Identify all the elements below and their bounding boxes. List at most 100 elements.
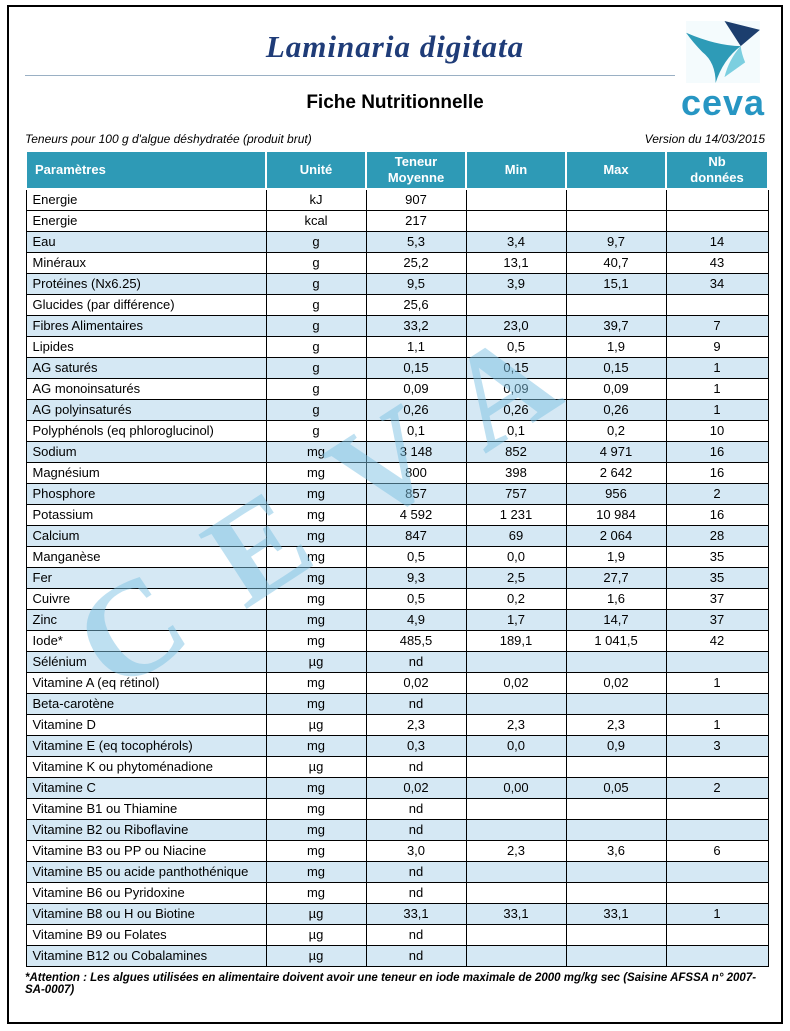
min-cell: 69 <box>465 524 567 547</box>
min-cell: 852 <box>465 440 567 463</box>
mean-cell: nd <box>365 860 467 883</box>
mean-cell: nd <box>365 650 467 673</box>
param-cell: Vitamine B5 ou acide panthothénique <box>25 860 267 883</box>
n-cell: 1 <box>665 377 769 400</box>
mean-cell: 3,0 <box>365 839 467 862</box>
param-cell: AG polyinsaturés <box>25 398 267 421</box>
n-cell <box>665 755 769 778</box>
page-title: Laminaria digitata <box>265 29 525 64</box>
table-row: Vitamine B2 ou Riboflavine mg nd <box>25 818 769 841</box>
mean-cell: 33,1 <box>365 902 467 925</box>
param-cell: Energie <box>25 188 267 211</box>
param-cell: Vitamine B6 ou Pyridoxine <box>25 881 267 904</box>
table-row: Vitamine B3 ou PP ou Niacine mg 3,0 2,3 3,6 6 <box>25 839 769 862</box>
column-header-max: Max <box>565 150 667 190</box>
unit-cell: mg <box>265 461 367 484</box>
table-row: Potassium mg 4 592 1 231 10 984 16 <box>25 503 769 526</box>
unit-cell: mg <box>265 776 367 799</box>
table-row: Energie kJ 907 <box>25 188 769 211</box>
param-cell: Potassium <box>25 503 267 526</box>
n-cell: 1 <box>665 398 769 421</box>
table-row: Vitamine B9 ou Folates µg nd <box>25 923 769 946</box>
mean-cell: 0,3 <box>365 734 467 757</box>
n-cell <box>665 797 769 820</box>
mean-cell: 0,09 <box>365 377 467 400</box>
max-cell <box>565 293 667 316</box>
min-cell <box>465 860 567 883</box>
ceva-logo-text: ceva <box>680 82 766 123</box>
param-cell: Fer <box>25 566 267 589</box>
unit-cell: mg <box>265 692 367 715</box>
table-row: Phosphore mg 857 757 956 2 <box>25 482 769 505</box>
unit-cell: g <box>265 377 367 400</box>
unit-cell: mg <box>265 440 367 463</box>
max-cell: 4 971 <box>565 440 667 463</box>
page-border: ceva Laminaria digitata Fiche Nutritionn… <box>7 5 783 1024</box>
param-cell: Lipides <box>25 335 267 358</box>
max-cell <box>565 188 667 211</box>
min-cell: 0,00 <box>465 776 567 799</box>
min-cell <box>465 692 567 715</box>
param-cell: Minéraux <box>25 251 267 274</box>
mean-cell: 847 <box>365 524 467 547</box>
mean-cell: 9,5 <box>365 272 467 295</box>
n-cell <box>665 692 769 715</box>
min-cell: 0,09 <box>465 377 567 400</box>
max-cell: 1,6 <box>565 587 667 610</box>
min-cell: 33,1 <box>465 902 567 925</box>
mean-cell: 5,3 <box>365 230 467 253</box>
max-cell: 3,6 <box>565 839 667 862</box>
column-header-nb-donnees: Nb données <box>665 150 769 190</box>
unit-cell: g <box>265 314 367 337</box>
n-cell: 7 <box>665 314 769 337</box>
max-cell: 33,1 <box>565 902 667 925</box>
n-cell: 43 <box>665 251 769 274</box>
n-cell: 1 <box>665 713 769 736</box>
max-cell: 956 <box>565 482 667 505</box>
table-row: Fibres Alimentaires g 33,2 23,0 39,7 7 <box>25 314 769 337</box>
table-row: Calcium mg 847 69 2 064 28 <box>25 524 769 547</box>
title-block: Laminaria digitata <box>25 15 765 76</box>
mean-cell: 33,2 <box>365 314 467 337</box>
mean-cell: 0,26 <box>365 398 467 421</box>
min-cell: 0,02 <box>465 671 567 694</box>
table-row: Energie kcal 217 <box>25 209 769 232</box>
nutrition-table: Paramètres Unité Teneur Moyenne Min Max Nb do… <box>25 150 769 967</box>
min-cell: 2,3 <box>465 713 567 736</box>
min-cell <box>465 944 567 967</box>
n-cell <box>665 881 769 904</box>
max-cell: 2 064 <box>565 524 667 547</box>
param-cell: Eau <box>25 230 267 253</box>
unit-cell: µg <box>265 923 367 946</box>
min-cell: 0,15 <box>465 356 567 379</box>
nutrition-table-area: CEVA Paramètres Unité Teneur Moyenne Min Max… <box>25 150 769 967</box>
param-cell: Calcium <box>25 524 267 547</box>
n-cell: 2 <box>665 482 769 505</box>
mean-cell: 4 592 <box>365 503 467 526</box>
mean-cell: 485,5 <box>365 629 467 652</box>
param-cell: Vitamine C <box>25 776 267 799</box>
table-row: Vitamine A (eq rétinol) mg 0,02 0,02 0,02 1 <box>25 671 769 694</box>
min-cell: 757 <box>465 482 567 505</box>
param-cell: AG monoinsaturés <box>25 377 267 400</box>
mean-cell: 800 <box>365 461 467 484</box>
min-cell: 2,3 <box>465 839 567 862</box>
n-cell: 1 <box>665 902 769 925</box>
n-cell: 3 <box>665 734 769 757</box>
mean-cell: 1,1 <box>365 335 467 358</box>
param-cell: Vitamine B3 ou PP ou Niacine <box>25 839 267 862</box>
max-cell <box>565 923 667 946</box>
max-cell: 2 642 <box>565 461 667 484</box>
n-cell <box>665 209 769 232</box>
n-cell: 16 <box>665 440 769 463</box>
unit-cell: g <box>265 272 367 295</box>
max-cell <box>565 755 667 778</box>
min-cell <box>465 797 567 820</box>
min-cell: 0,2 <box>465 587 567 610</box>
n-cell: 28 <box>665 524 769 547</box>
n-cell: 6 <box>665 839 769 862</box>
table-row: Zinc mg 4,9 1,7 14,7 37 <box>25 608 769 631</box>
unit-cell: g <box>265 335 367 358</box>
unit-cell: µg <box>265 650 367 673</box>
